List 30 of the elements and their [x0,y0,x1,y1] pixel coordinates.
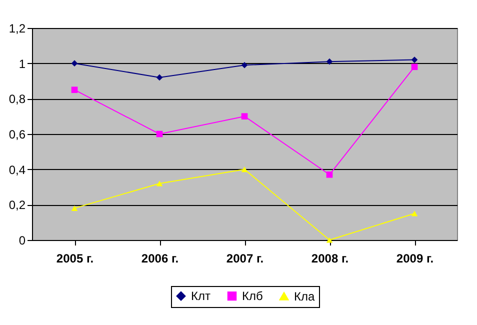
point [411,64,418,70]
y-tick-label: 0 [18,234,26,248]
point [411,56,418,63]
point [326,58,333,65]
legend-label: Клт [191,289,211,304]
point [241,166,248,172]
point [241,62,248,68]
y-tick-label: 1 [18,56,26,71]
point [326,237,333,243]
y-tick-label: 0,6 [8,128,26,142]
point [411,210,418,216]
y-tick-label: 0,2 [8,198,26,212]
x-tick-label: 2009 г. [396,252,434,266]
point [326,171,333,178]
y-tick-label: 1,2 [8,22,26,36]
point [156,74,163,81]
point [156,180,163,186]
legend-label: Кла [294,289,315,304]
x-tick-label: 2006 г. [141,252,179,266]
point [71,205,78,211]
x-tick-label: 2008 г. [311,252,349,266]
y-tick-label: 0,4 [8,162,26,177]
point [241,113,248,120]
x-tick-label: 2007 г. [226,252,264,266]
x-tick-label: 2005 г. [56,252,94,266]
point [156,130,163,138]
point [71,86,78,93]
legend-label: Клб [242,289,263,304]
y-tick-label: 0,8 [8,92,26,106]
point [71,60,78,66]
